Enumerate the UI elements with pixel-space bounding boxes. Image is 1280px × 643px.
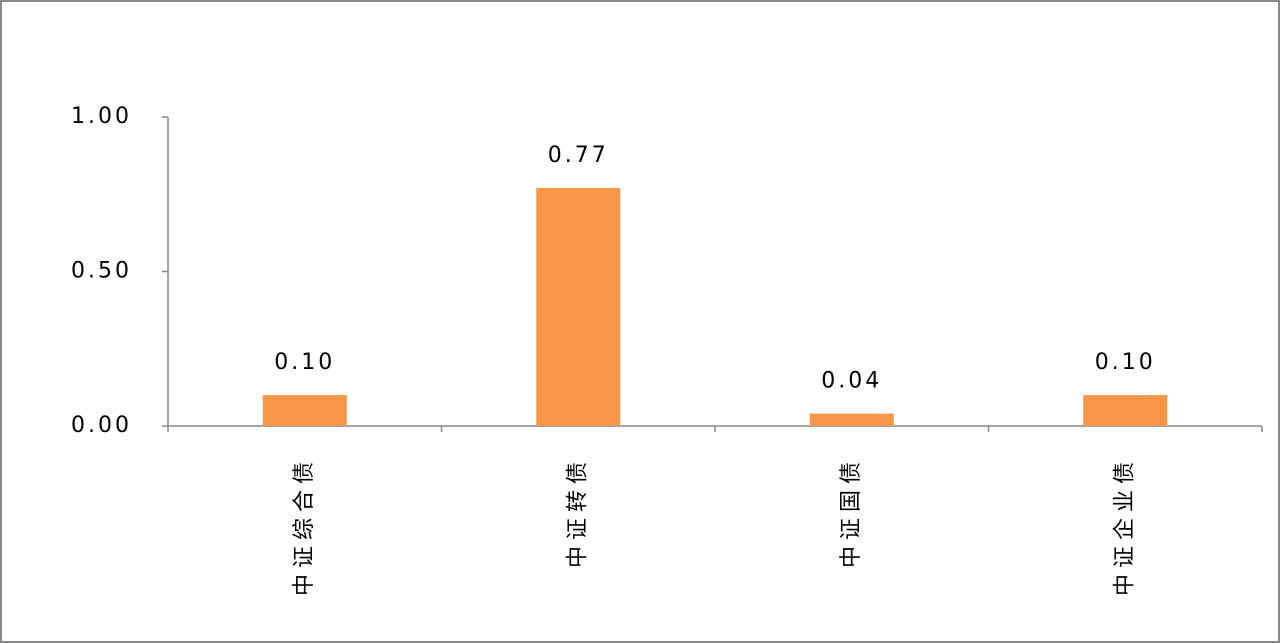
y-tick-label: 1.00 [71,104,132,129]
y-tick-label: 0.00 [71,413,132,438]
value-label: 0.10 [274,350,335,375]
value-label: 0.77 [548,143,609,168]
bar [1083,395,1168,426]
bar [536,188,621,426]
x-tick-label: 中证综合债 [292,456,317,596]
value-label: 0.10 [1095,350,1156,375]
x-tick-label: 中证国债 [839,456,864,568]
x-tick-label: 中证转债 [565,456,590,568]
bar [262,395,347,426]
x-tick-label: 中证企业债 [1112,456,1137,596]
y-tick-label: 0.50 [71,259,132,284]
bar [809,413,894,426]
value-label: 0.04 [821,369,882,394]
